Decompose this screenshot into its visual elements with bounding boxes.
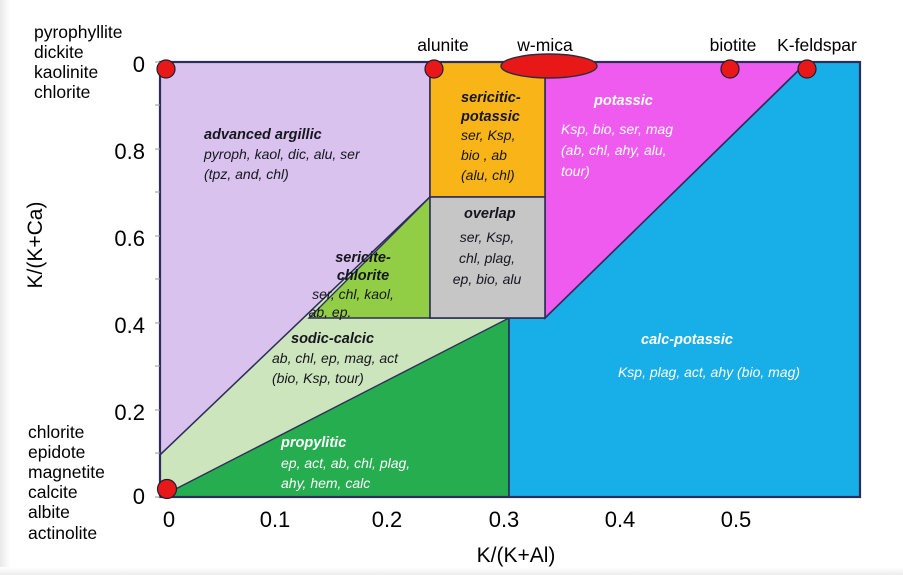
biotite-marker: [720, 59, 740, 79]
zone-line-potassic-1: Ksp, bio, ser, mag: [561, 121, 673, 137]
top-label-alunite: alunite: [417, 35, 469, 55]
zone-line-sericite-chlorite-2: ab, ep.: [309, 304, 352, 320]
zone-line-potassic-2: (ab, chl, ahy, alu,: [561, 142, 667, 158]
y-tick-1: 0.8: [114, 139, 145, 164]
zone-line-propylitic-1: ep, act, ab, chl, plag,: [281, 455, 410, 471]
top-label-k-feldspar: K-feldspar: [777, 35, 857, 55]
zone-title-advanced-argillic: advanced argillic: [204, 127, 322, 143]
zone-title-sericitic-potassic-1: sericitic-: [461, 90, 521, 106]
x-tick-0: 0: [163, 507, 175, 532]
y-tick-3: 0.4: [114, 313, 145, 338]
corner-top-left-item-0: pyrophyllite: [34, 22, 123, 42]
zone-title-sodic-calcic: sodic-calcic: [291, 331, 374, 347]
zone-line-sodic-calcic-2: (bio, Ksp, tour): [272, 370, 364, 386]
alunite-marker: [424, 59, 444, 79]
corner-top-left-item-3: chlorite: [34, 82, 90, 102]
zone-line-advanced-argillic-1: pyroph, kaol, dic, alu, ser: [203, 146, 361, 162]
zone-line-sericitic-potassic-2: bio , ab: [461, 147, 507, 163]
zone-title-sericite-chlorite-2: chlorite: [337, 268, 389, 284]
zone-title-calc-potassic: calc-potassic: [641, 332, 733, 348]
zone-title-sericitic-potassic-2: potassic: [460, 109, 520, 125]
zone-line-sericitic-potassic-1: ser, Ksp,: [461, 127, 515, 143]
y-tick-5: 0: [133, 484, 145, 509]
x-tick-4: 0.4: [605, 507, 636, 532]
y-tick-0: 0: [133, 52, 145, 77]
zone-overlap: [429, 196, 546, 319]
corner-bottom-left-item-3: calcite: [28, 482, 78, 502]
y-tick-2: 0.6: [114, 226, 145, 251]
corner-bottom-left-item-0: chlorite: [28, 422, 84, 442]
x-tick-2: 0.2: [372, 507, 403, 532]
zone-title-sericite-chlorite-1: sericite-: [335, 250, 391, 266]
y-axis-title: K/(K+Ca): [24, 202, 47, 289]
w-mica-ellipse: [500, 53, 598, 79]
zone-line-sericitic-potassic-3: (alu, chl): [461, 167, 515, 183]
zone-line-sodic-calcic-1: ab, chl, ep, mag, act: [272, 350, 399, 366]
zone-title-overlap: overlap: [464, 206, 516, 222]
corner-top-left-item-1: dickite: [34, 42, 84, 62]
zone-line-overlap-3: ep, bio, alu: [453, 271, 522, 287]
corner-top-left-item-2: kaolinite: [34, 62, 98, 82]
bottom-origin-marker: [156, 478, 178, 500]
zone-title-potassic: potassic: [593, 93, 653, 109]
x-tick-5: 0.5: [721, 507, 752, 532]
origin-marker: [156, 59, 176, 79]
y-tick-4: 0.2: [114, 400, 145, 425]
zone-line-calc-potassic-1: Ksp, plag, act, ahy (bio, mag): [618, 364, 800, 380]
zone-line-advanced-argillic-2: (tpz, and, chl): [204, 166, 289, 182]
k-feldspar-marker: [797, 59, 817, 79]
top-label-biotite: biotite: [710, 35, 757, 55]
corner-bottom-left-item-2: magnetite: [28, 462, 105, 482]
zone-line-potassic-3: tour): [561, 163, 590, 179]
zone-sericitic-potassic: [429, 61, 546, 198]
zone-line-overlap-1: ser, Ksp,: [460, 229, 514, 245]
y-axis-ticks: [155, 61, 160, 498]
x-tick-1: 0.1: [260, 507, 291, 532]
x-tick-3: 0.3: [489, 507, 520, 532]
corner-bottom-left-item-4: albite: [28, 502, 70, 522]
zone-line-sericite-chlorite-1: ser, chl, kaol,: [312, 286, 394, 302]
corner-bottom-left-item-5: actinolite: [28, 523, 97, 543]
corner-bottom-left-item-1: epidote: [28, 442, 85, 462]
x-axis-title: K/(K+Al): [477, 544, 556, 567]
zone-title-propylitic: propylitic: [280, 435, 346, 451]
zone-line-overlap-2: chl, plag,: [459, 250, 515, 266]
top-label-w-mica: w-mica: [516, 35, 573, 55]
zone-line-propylitic-2: ahy, hem, calc: [281, 475, 370, 491]
